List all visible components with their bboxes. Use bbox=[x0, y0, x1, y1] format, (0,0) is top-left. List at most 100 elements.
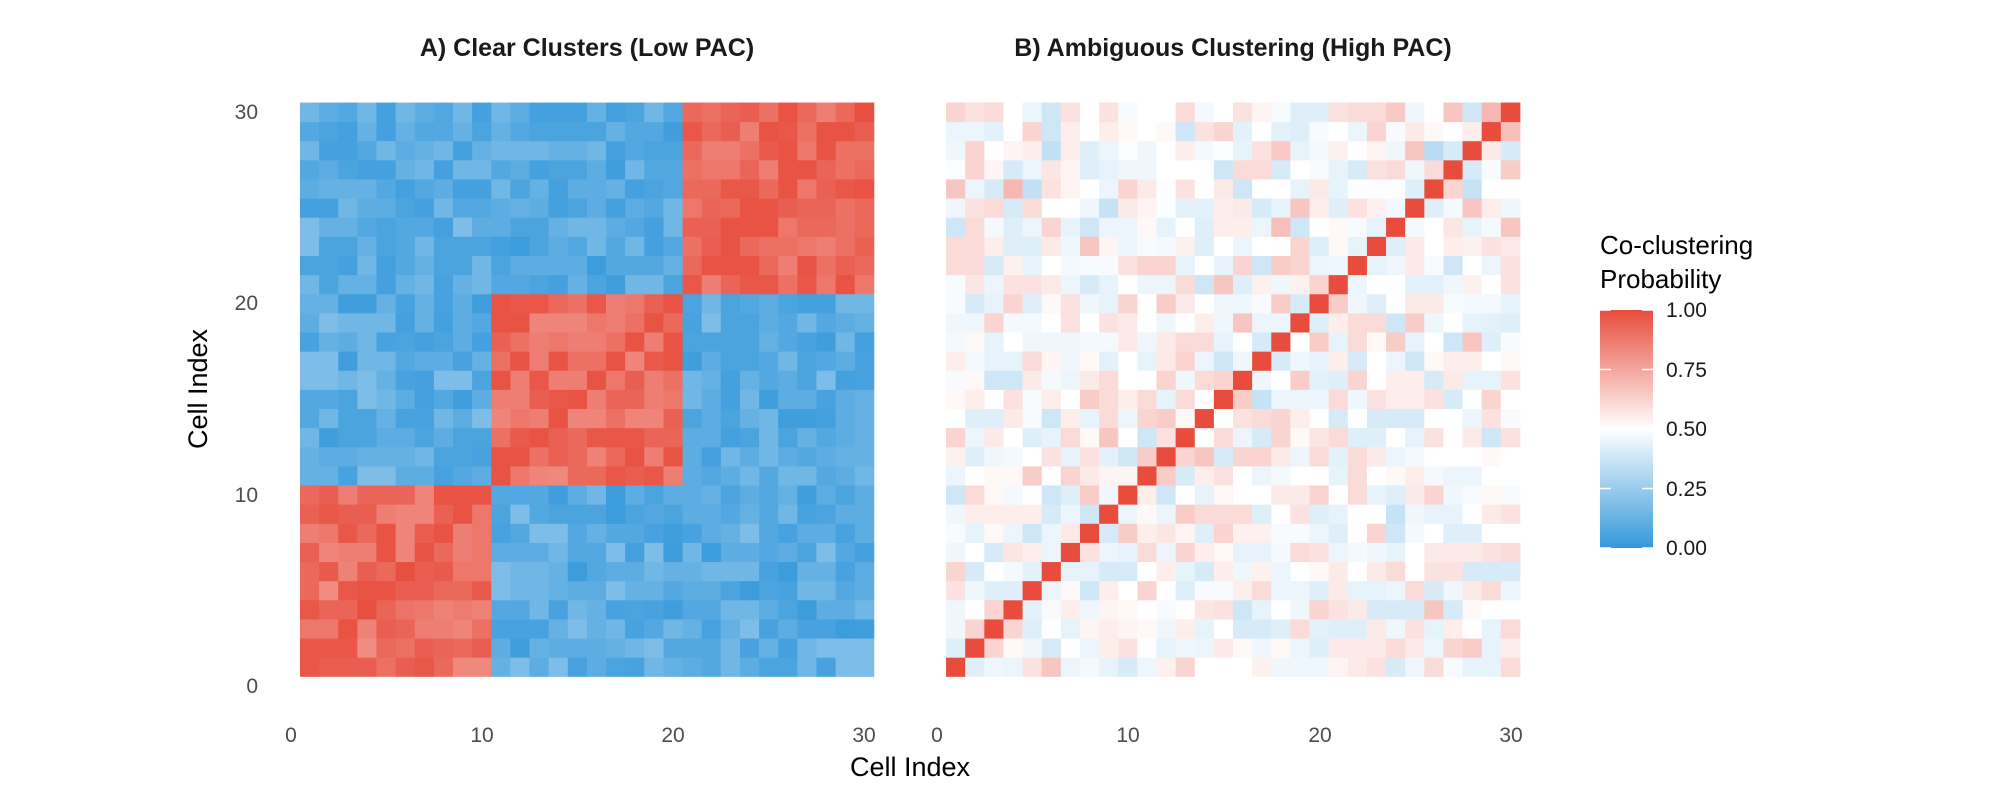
heatmap-cell bbox=[1156, 504, 1177, 524]
heatmap-cell bbox=[376, 255, 397, 276]
heatmap-cell bbox=[548, 638, 569, 658]
heatmap-cell bbox=[1366, 370, 1387, 390]
heatmap-cell bbox=[1022, 389, 1043, 410]
heatmap-cell bbox=[433, 523, 454, 543]
heatmap-cell bbox=[1022, 580, 1043, 601]
heatmap-cell bbox=[739, 466, 760, 486]
heatmap-cell bbox=[739, 274, 760, 295]
heatmap-cell bbox=[1481, 485, 1502, 505]
heatmap-cell bbox=[1022, 198, 1043, 218]
heatmap-cell bbox=[1328, 561, 1349, 582]
heatmap-cell bbox=[1347, 485, 1368, 505]
heatmap-cell bbox=[1118, 523, 1138, 543]
heatmap-cell bbox=[682, 485, 703, 505]
heatmap-cell bbox=[644, 102, 664, 123]
legend-label: 0.25 bbox=[1666, 478, 1707, 501]
heatmap-cell bbox=[433, 102, 454, 123]
heatmap-cell bbox=[1290, 255, 1310, 276]
heatmap-cell bbox=[1041, 121, 1062, 142]
heatmap-cell bbox=[816, 370, 836, 390]
heatmap-cell bbox=[816, 293, 836, 314]
heatmap-cell bbox=[1424, 580, 1444, 601]
heatmap-cell bbox=[1424, 619, 1444, 639]
heatmap-cell bbox=[1271, 351, 1291, 371]
legend-label: 1.00 bbox=[1666, 299, 1707, 322]
heatmap-cell bbox=[414, 293, 435, 314]
heatmap-cell bbox=[984, 370, 1004, 390]
heatmap-cell bbox=[586, 542, 607, 563]
heatmap-cell bbox=[529, 121, 550, 142]
heatmap-cell bbox=[567, 657, 588, 677]
heatmap-cell bbox=[338, 427, 358, 448]
heatmap-cell bbox=[319, 121, 339, 142]
heatmap-cell bbox=[1041, 485, 1062, 505]
heatmap-cell bbox=[1462, 179, 1483, 199]
heatmap-cell bbox=[1060, 293, 1081, 314]
heatmap-cell bbox=[567, 446, 588, 467]
heatmap-cell bbox=[395, 619, 416, 639]
heatmap-cell bbox=[1156, 370, 1177, 390]
heatmap-cell bbox=[1079, 121, 1100, 142]
heatmap-cell bbox=[625, 351, 645, 371]
heatmap-cell bbox=[965, 140, 985, 161]
heatmap-cell bbox=[357, 179, 377, 199]
heatmap-cell bbox=[701, 599, 722, 620]
heatmap-cell bbox=[682, 638, 703, 658]
heatmap-cell bbox=[984, 657, 1004, 677]
heatmap-cell bbox=[433, 121, 454, 142]
heatmap-cell bbox=[1252, 485, 1272, 505]
heatmap-cell bbox=[720, 427, 741, 448]
heatmap-cell bbox=[1022, 542, 1043, 563]
heatmap-cell bbox=[1443, 485, 1463, 505]
heatmap-cell bbox=[1462, 408, 1483, 429]
heatmap-cell bbox=[1290, 485, 1310, 505]
heatmap-cell bbox=[1022, 159, 1043, 180]
heatmap-cell bbox=[414, 102, 435, 123]
heatmap-cell bbox=[395, 274, 416, 295]
heatmap-cell bbox=[548, 408, 569, 429]
heatmap-cell bbox=[1003, 466, 1023, 486]
heatmap-cell bbox=[453, 523, 473, 543]
heatmap-cell bbox=[472, 408, 492, 429]
heatmap-cell bbox=[376, 427, 397, 448]
heatmap-cell bbox=[816, 389, 836, 410]
heatmap-cell bbox=[720, 217, 741, 237]
heatmap-cell bbox=[682, 179, 703, 199]
heatmap-cell bbox=[1213, 370, 1234, 390]
heatmap-cell bbox=[984, 293, 1004, 314]
heatmap-cell bbox=[491, 370, 511, 390]
heatmap-cell bbox=[1118, 485, 1138, 505]
heatmap-cell bbox=[663, 523, 683, 543]
heatmap-cell bbox=[835, 140, 856, 161]
heatmap-cell bbox=[1233, 312, 1253, 333]
heatmap-cell bbox=[453, 121, 473, 142]
heatmap-cell bbox=[567, 542, 588, 563]
heatmap-cell bbox=[835, 102, 856, 123]
heatmap-cell bbox=[984, 140, 1004, 161]
heatmap-cell bbox=[682, 408, 703, 429]
heatmap-cell bbox=[1481, 446, 1502, 467]
heatmap-cell bbox=[984, 542, 1004, 563]
heatmap-cell bbox=[472, 312, 492, 333]
heatmap-cell bbox=[1309, 542, 1330, 563]
heatmap-cell bbox=[1213, 504, 1234, 524]
heatmap-cell bbox=[1099, 638, 1119, 658]
heatmap-cell bbox=[606, 523, 626, 543]
heatmap-cell bbox=[1366, 599, 1387, 620]
heatmap-cell bbox=[472, 121, 492, 142]
heatmap-cell bbox=[759, 351, 779, 371]
heatmap-cell bbox=[759, 619, 779, 639]
heatmap-cell bbox=[1213, 523, 1234, 543]
heatmap-cell bbox=[357, 561, 377, 582]
heatmap-cell bbox=[1099, 159, 1119, 180]
heatmap-cell bbox=[1462, 217, 1483, 237]
heatmap-cell bbox=[319, 140, 339, 161]
heatmap-cell bbox=[1328, 638, 1349, 658]
heatmap-cell bbox=[319, 638, 339, 658]
heatmap-cell bbox=[472, 485, 492, 505]
heatmap-cell bbox=[567, 332, 588, 352]
heatmap-cell bbox=[854, 561, 875, 582]
heatmap-cell bbox=[1366, 466, 1387, 486]
heatmap-cell bbox=[739, 485, 760, 505]
heatmap-cell bbox=[1252, 446, 1272, 467]
